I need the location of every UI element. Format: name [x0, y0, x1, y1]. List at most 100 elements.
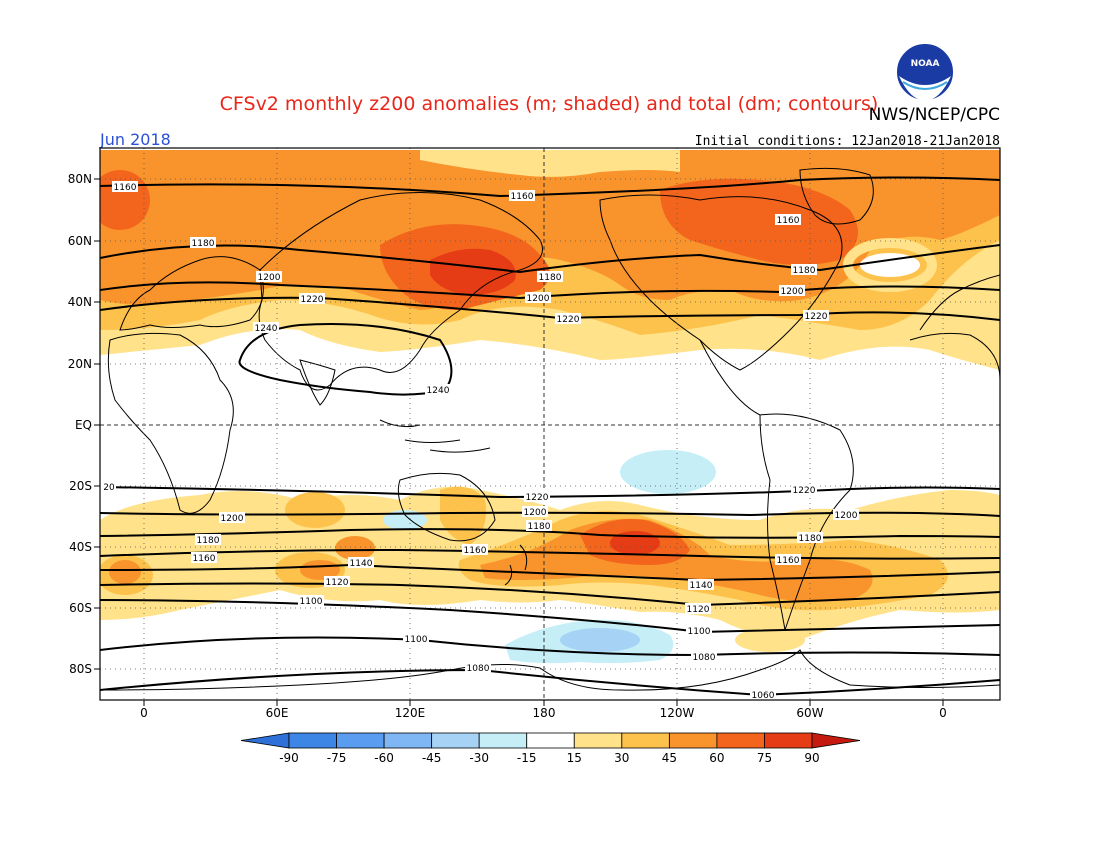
contour-label: 1240 — [425, 384, 451, 396]
svg-text:1160: 1160 — [464, 546, 487, 556]
europe-coast — [119, 256, 264, 331]
contour-label: 1200 — [522, 506, 548, 518]
colorbar-box — [621, 732, 670, 749]
svg-text:1240: 1240 — [255, 324, 278, 334]
greenland-coast — [799, 167, 874, 225]
contour-label: 1180 — [537, 271, 563, 283]
svg-text:1240: 1240 — [427, 386, 450, 396]
lat-label-60s: 60S — [69, 601, 92, 615]
africa-east-coast — [909, 332, 1000, 381]
agency-label: NWS/NCEP/CPC — [869, 105, 1000, 125]
colorbar-tick-label: 60 — [709, 751, 724, 765]
svg-text:1180: 1180 — [539, 273, 562, 283]
svg-text:1160: 1160 — [777, 216, 800, 226]
southamerica-coast — [759, 413, 854, 631]
contour-label: 1240 — [253, 322, 279, 334]
contour-label: 1140 — [348, 557, 374, 569]
colorbar-box — [764, 732, 813, 749]
nh-anomaly-75b — [660, 178, 858, 265]
colorbar-tick-label: 90 — [804, 751, 819, 765]
svg-text:1180: 1180 — [192, 239, 215, 249]
contour-label: 1160 — [509, 190, 535, 202]
coastlines — [100, 167, 1000, 691]
colorbar-box — [573, 732, 623, 749]
lon-label-60e: 60E — [266, 706, 289, 720]
svg-text:1160: 1160 — [511, 192, 534, 202]
colorbar-box — [478, 732, 528, 749]
india-coast — [299, 359, 336, 406]
svg-text:1220: 1220 — [793, 486, 816, 496]
contour-label: 1180 — [190, 237, 216, 249]
contour-label: 20 — [100, 481, 116, 493]
svg-text:1220: 1220 — [805, 312, 828, 322]
neg-anomaly-tropical-pacific — [620, 450, 716, 494]
svg-text:1120: 1120 — [687, 605, 710, 615]
sh-anomaly-sa — [735, 628, 805, 652]
contour-label: 1180 — [195, 534, 221, 546]
northamerica-coast — [599, 194, 843, 371]
colorbar-tick-label: -15 — [517, 751, 537, 765]
contour-label: 1180 — [526, 520, 552, 532]
svg-text:1140: 1140 — [690, 581, 713, 591]
svg-text:1220: 1220 — [301, 295, 324, 305]
colorbar-tick-label: -60 — [374, 751, 394, 765]
colorbar-tick-label: 15 — [567, 751, 582, 765]
contour-label: 1220 — [299, 293, 325, 305]
lat-label-20n: 20N — [68, 357, 92, 371]
colorbar-tick-label: -90 — [279, 751, 299, 765]
contour-label: 1080 — [691, 651, 717, 663]
contour-1140-south — [100, 563, 1000, 582]
antarctica-coast — [100, 649, 1000, 691]
lat-label-eq: EQ — [75, 418, 92, 432]
lon-label-0: 0 — [140, 706, 148, 720]
equator-dateline — [100, 148, 1000, 700]
svg-text:1180: 1180 — [528, 522, 551, 532]
contour-label: 1080 — [465, 662, 491, 674]
sh-anomaly-indian — [285, 492, 345, 528]
contour-1200-south — [100, 511, 1000, 517]
svg-text:1160: 1160 — [777, 556, 800, 566]
svg-text:1200: 1200 — [527, 294, 550, 304]
contour-label: 1200 — [219, 512, 245, 524]
lat-label-80n: 80N — [68, 172, 92, 186]
indonesia-coast — [379, 419, 491, 453]
lat-label-60n: 60N — [68, 234, 92, 248]
contour-label: 1200 — [833, 509, 859, 521]
noaa-logo: NOAA — [895, 42, 955, 102]
svg-text:1180: 1180 — [197, 536, 220, 546]
svg-text:1100: 1100 — [405, 635, 428, 645]
sh-anomaly-east — [335, 536, 375, 560]
svg-text:1200: 1200 — [835, 511, 858, 521]
lon-label-120e: 120E — [395, 706, 426, 720]
newzealand-coast — [504, 544, 528, 586]
contour-1180-north — [100, 244, 1000, 274]
contour-label: 1180 — [797, 532, 823, 544]
colorbar-box — [288, 732, 337, 749]
colorbar-box — [431, 732, 480, 749]
centralamerica-coast — [699, 339, 761, 416]
colorbar-box — [668, 732, 718, 749]
colorbar-tick-label: 30 — [614, 751, 629, 765]
svg-text:1220: 1220 — [557, 315, 580, 325]
contour-label: 1180 — [791, 264, 817, 276]
longitude-axis: 0 60E 120E 180 120W 60W 0 — [140, 706, 947, 720]
svg-text:1180: 1180 — [793, 266, 816, 276]
svg-text:1100: 1100 — [688, 627, 711, 637]
contour-label: 1100 — [298, 595, 324, 607]
contour-1220-south — [100, 486, 1000, 499]
contour-1200-north — [100, 281, 1000, 300]
chart-title: CFSv2 monthly z200 anomalies (m; shaded)… — [220, 93, 879, 115]
sh-anomaly-atlantic-west-core — [109, 560, 141, 584]
colorbar-tick-label: -30 — [469, 751, 489, 765]
lon-label-120w: 120W — [660, 706, 695, 720]
contour-label: 1200 — [779, 285, 805, 297]
contour-label: 1220 — [524, 491, 550, 503]
australia-coast — [397, 472, 496, 542]
contour-label: 1160 — [775, 214, 801, 226]
colorbar-box — [336, 732, 385, 749]
svg-text:1080: 1080 — [693, 653, 716, 663]
map-frame — [99, 147, 1001, 701]
contour-label: 1120 — [324, 576, 350, 588]
contour-label: 1200 — [256, 271, 282, 283]
